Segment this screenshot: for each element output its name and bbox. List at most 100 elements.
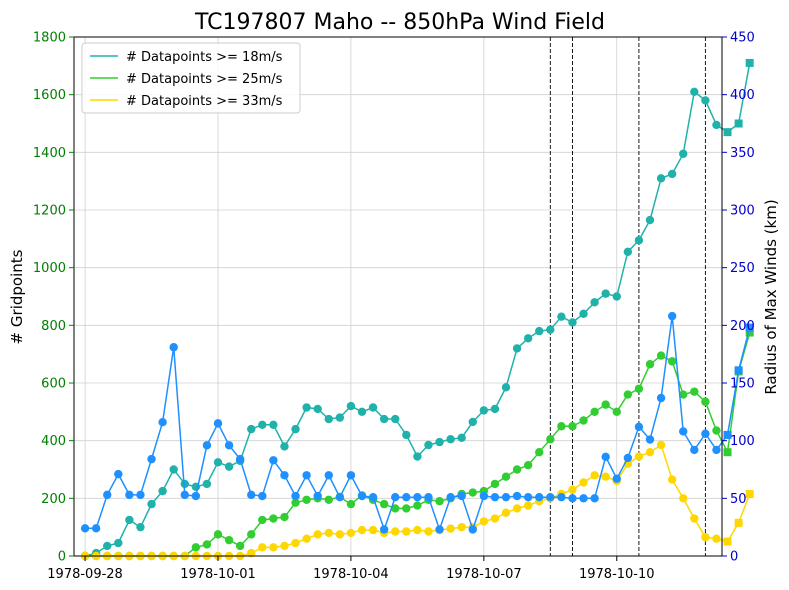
y-right-tick-label: 100 — [730, 434, 755, 449]
circle-marker — [601, 400, 610, 409]
circle-marker — [224, 441, 234, 450]
y-left-tick-label: 600 — [41, 377, 66, 392]
circle-marker — [202, 441, 212, 450]
circle-marker — [147, 499, 156, 509]
circle-marker — [269, 420, 278, 430]
circle-marker — [557, 422, 566, 431]
circle-marker — [213, 530, 223, 539]
circle-marker — [701, 397, 710, 406]
circle-marker — [202, 540, 212, 549]
circle-marker — [368, 492, 378, 502]
circle-marker — [701, 96, 710, 105]
circle-marker — [579, 309, 588, 318]
x-tick-label: 1978-10-01 — [180, 567, 256, 582]
circle-marker — [391, 504, 400, 513]
square-marker — [745, 58, 754, 67]
chart-title: TC197807 Maho -- 850hPa Wind Field — [194, 10, 605, 35]
circle-marker — [324, 471, 333, 480]
circle-marker — [623, 453, 633, 463]
circle-marker — [357, 491, 367, 501]
y-right-tick-label: 350 — [730, 146, 755, 161]
circle-marker — [546, 435, 555, 444]
vline-layer — [549, 37, 706, 556]
circle-marker — [280, 512, 289, 522]
y-left-tick-label: 0 — [58, 550, 66, 565]
square-marker — [723, 128, 732, 137]
circle-marker — [701, 533, 710, 542]
circle-marker — [690, 514, 699, 523]
circle-marker — [535, 326, 544, 336]
circle-marker — [546, 325, 555, 334]
circle-marker — [247, 490, 256, 500]
circle-marker — [291, 491, 300, 501]
circle-marker — [590, 298, 599, 307]
circle-marker — [224, 535, 234, 545]
circle-marker — [302, 471, 311, 480]
circle-marker — [136, 490, 145, 500]
circle-marker — [535, 492, 544, 502]
circle-marker — [346, 401, 356, 411]
circle-marker — [402, 527, 411, 536]
circle-marker — [435, 437, 444, 447]
y-axis-right-label: Radius of Max Winds (km) — [762, 199, 780, 394]
circle-marker — [247, 530, 256, 539]
circle-marker — [202, 479, 212, 489]
circle-marker — [402, 492, 411, 502]
square-marker — [734, 119, 743, 128]
circle-marker — [601, 289, 610, 298]
circle-marker — [269, 514, 278, 523]
circle-marker — [468, 417, 477, 427]
circle-marker — [667, 169, 677, 179]
circle-marker — [269, 543, 278, 552]
circle-marker — [523, 492, 533, 502]
circle-marker — [623, 247, 633, 257]
circle-marker — [579, 494, 588, 503]
circle-marker — [180, 490, 189, 500]
series-0 — [80, 58, 754, 561]
circle-marker — [313, 530, 322, 539]
circle-marker — [645, 215, 655, 225]
circle-marker — [169, 343, 178, 352]
circle-marker — [379, 414, 389, 424]
circle-marker — [324, 528, 333, 538]
circle-marker — [335, 413, 345, 422]
circle-marker — [457, 433, 466, 442]
circle-marker — [568, 494, 577, 503]
axis-layer: 0 200 400 600 800 1000 1200 1400 1600 1800 0 50 100 1… — [33, 31, 755, 583]
circle-marker — [324, 495, 333, 504]
legend-label-25: # Datapoints >= 25m/s — [126, 72, 283, 87]
circle-marker — [402, 430, 411, 440]
circle-marker — [247, 424, 256, 434]
circle-marker — [103, 490, 112, 500]
circle-marker — [712, 120, 721, 130]
series-layer — [80, 58, 754, 561]
circle-marker — [324, 414, 333, 424]
circle-marker — [690, 445, 699, 455]
circle-marker — [413, 492, 422, 502]
circle-marker — [413, 525, 422, 535]
circle-marker — [712, 426, 721, 435]
circle-marker — [645, 360, 655, 369]
y-right-tick-label: 300 — [730, 204, 755, 219]
circle-marker — [679, 427, 688, 436]
circle-marker — [656, 174, 666, 183]
legend-box — [81, 42, 301, 114]
circle-marker — [557, 492, 566, 502]
circle-marker — [258, 515, 267, 525]
circle-marker — [579, 478, 588, 487]
y-left-tick-label: 1600 — [33, 88, 66, 103]
circle-marker — [391, 527, 400, 536]
circle-marker — [634, 452, 644, 461]
y-left-tick-label: 800 — [41, 319, 66, 334]
circle-marker — [601, 472, 610, 481]
circle-marker — [346, 528, 356, 538]
circle-marker — [468, 525, 477, 534]
series-3 — [80, 311, 754, 534]
y-right-tick-label: 250 — [730, 261, 755, 276]
circle-marker — [457, 491, 466, 501]
circle-marker — [180, 479, 189, 489]
circle-marker — [258, 491, 267, 501]
circle-marker — [579, 416, 588, 425]
circle-marker — [590, 471, 599, 480]
circle-marker — [335, 492, 345, 502]
